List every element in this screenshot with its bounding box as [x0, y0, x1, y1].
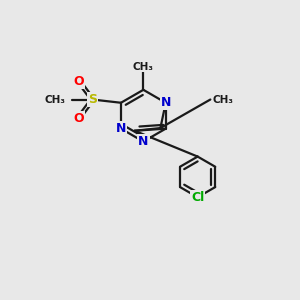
- Text: CH₃: CH₃: [133, 62, 154, 72]
- Text: O: O: [74, 112, 84, 124]
- Text: CH₃: CH₃: [44, 94, 65, 104]
- Text: S: S: [88, 93, 97, 106]
- Text: N: N: [160, 96, 171, 109]
- Text: O: O: [74, 74, 84, 88]
- Text: N: N: [116, 122, 126, 135]
- Text: N: N: [138, 135, 148, 148]
- Text: CH₃: CH₃: [213, 94, 234, 104]
- Text: Cl: Cl: [191, 191, 204, 204]
